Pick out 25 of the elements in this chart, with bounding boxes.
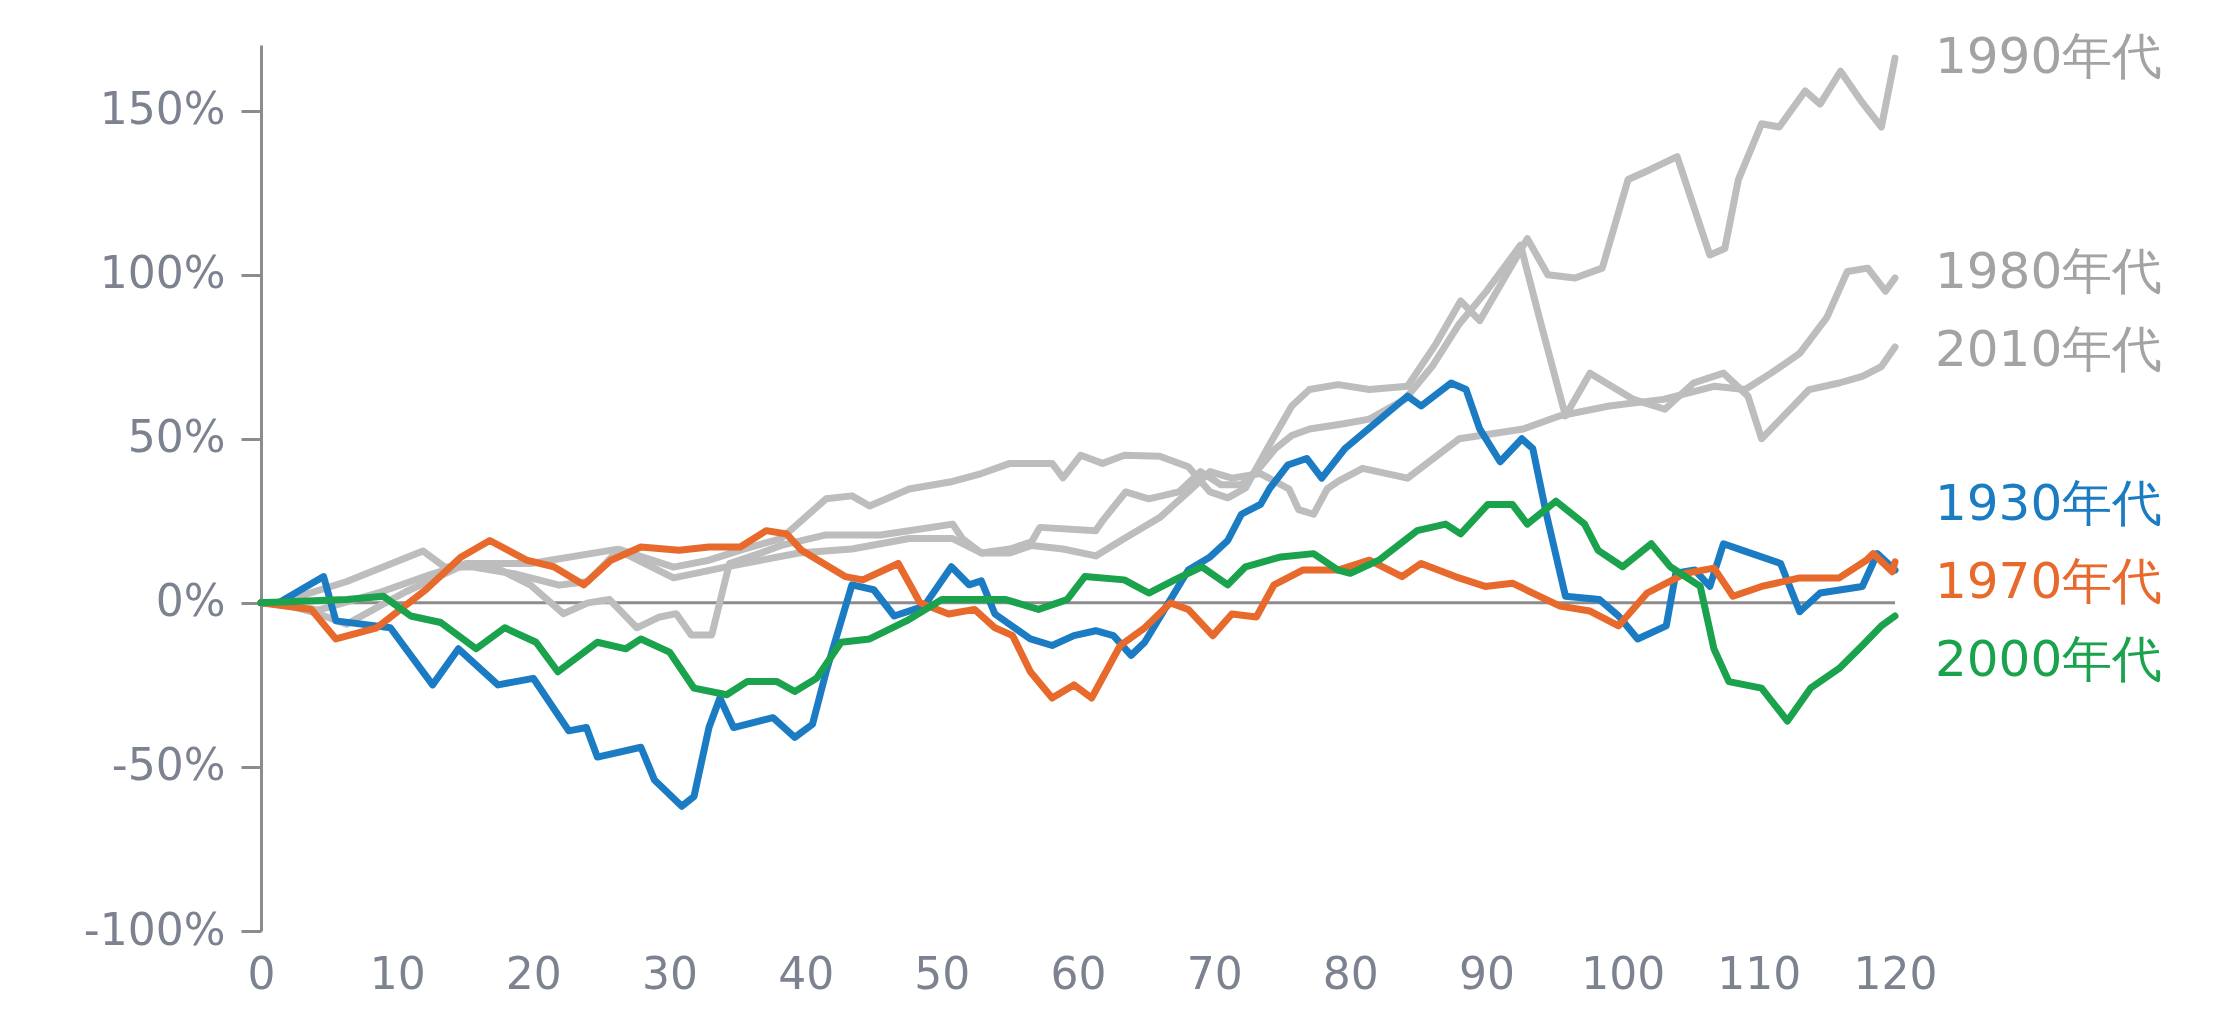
y-tick-label: -100% bbox=[83, 903, 226, 955]
series-label: 1990年代 bbox=[1935, 27, 2163, 86]
y-tick-label: 50% bbox=[127, 411, 226, 463]
x-tick-label: 90 bbox=[1459, 947, 1515, 999]
x-tick-label: 50 bbox=[914, 947, 971, 999]
series-label: 2000年代 bbox=[1935, 629, 2163, 688]
y-tick-label: 100% bbox=[99, 247, 226, 299]
x-tick-label: 10 bbox=[369, 947, 426, 999]
x-tick-label: 110 bbox=[1717, 947, 1802, 999]
series-label: 1980年代 bbox=[1935, 242, 2163, 301]
x-tick-label: 0 bbox=[247, 947, 276, 999]
x-tick-label: 100 bbox=[1581, 947, 1666, 999]
x-tick-label: 30 bbox=[642, 947, 698, 999]
y-tick-label: 0% bbox=[155, 575, 226, 627]
x-tick-label: 70 bbox=[1186, 947, 1243, 999]
series-label: 1970年代 bbox=[1935, 551, 2163, 610]
x-tick-label: 20 bbox=[505, 947, 562, 999]
x-tick-label: 120 bbox=[1853, 947, 1938, 999]
x-tick-label: 40 bbox=[778, 947, 835, 999]
x-tick-label: 60 bbox=[1050, 947, 1107, 999]
y-tick-label: 150% bbox=[99, 83, 226, 135]
series-label: 2010年代 bbox=[1935, 320, 2163, 379]
series-label: 1930年代 bbox=[1935, 473, 2163, 532]
x-tick-label: 80 bbox=[1322, 947, 1379, 999]
y-tick-label: -50% bbox=[111, 739, 226, 791]
